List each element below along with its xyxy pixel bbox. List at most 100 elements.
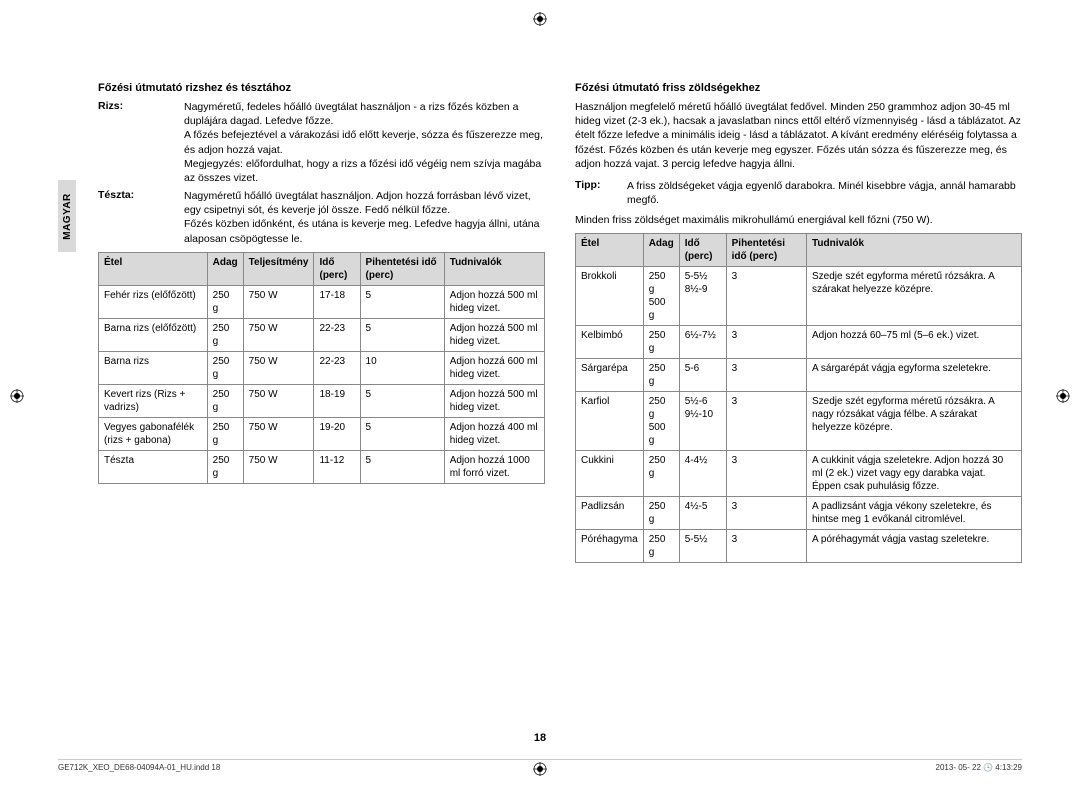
table-cell: 750 W: [243, 384, 314, 417]
table-row: Padlizsán250 g4½-53A padlizsánt vágja vé…: [576, 497, 1022, 530]
table-cell: 5: [360, 285, 444, 318]
table-cell: 750 W: [243, 450, 314, 483]
table-cell: 250 g500 g: [643, 267, 679, 326]
crop-mark-top: [533, 12, 547, 26]
footer-right: 2013- 05- 22 🕓 4:13:29: [936, 763, 1022, 772]
page-content: Főzési útmutató rizshez és tésztához Riz…: [98, 82, 1022, 752]
table-cell: Póréhagyma: [576, 530, 644, 563]
table-cell: Vegyes gabonafélék (rizs + gabona): [99, 417, 208, 450]
table-cell: 3: [726, 530, 806, 563]
table-header: Tudnivalók: [807, 234, 1022, 267]
table-row: Kevert rizs (Rizs + vadrizs)250 g750 W18…: [99, 384, 545, 417]
table-cell: Tészta: [99, 450, 208, 483]
table-cell: Adjon hozzá 1000 ml forró vizet.: [444, 450, 544, 483]
table-row: Cukkini250 g4-4½3A cukkinit vágja szelet…: [576, 451, 1022, 497]
vegetable-table: ÉtelAdagIdő (perc)Pihentetési idő (perc)…: [575, 233, 1022, 563]
table-header: Étel: [99, 252, 208, 285]
footer: GE712K_XEO_DE68-04094A-01_HU.indd 18 201…: [58, 759, 1022, 772]
table-header: Tudnivalók: [444, 252, 544, 285]
definition-label: Tészta:: [98, 189, 184, 246]
table-cell: A cukkinit vágja szeletekre. Adjon hozzá…: [807, 451, 1022, 497]
table-cell: 3: [726, 267, 806, 326]
table-row: Karfiol250 g500 g5½-69½-103Szedje szét e…: [576, 392, 1022, 451]
table-cell: Barna rizs: [99, 351, 208, 384]
table-cell: Brokkoli: [576, 267, 644, 326]
definition-row: Rizs:Nagyméretű, fedeles hőálló üvegtála…: [98, 100, 545, 185]
table-cell: 3: [726, 451, 806, 497]
table-row: Brokkoli250 g500 g5-5½8½-93Szedje szét e…: [576, 267, 1022, 326]
table-cell: 3: [726, 497, 806, 530]
table-cell: 250 g: [207, 384, 243, 417]
table-cell: Adjon hozzá 500 ml hideg vizet.: [444, 318, 544, 351]
table-cell: Kelbimbó: [576, 326, 644, 359]
table-row: Barna rizs250 g750 W22-2310Adjon hozzá 6…: [99, 351, 545, 384]
table-cell: 5-6: [679, 359, 726, 392]
table-row: Sárgarépa250 g5-63A sárgarépát vágja egy…: [576, 359, 1022, 392]
table-cell: Barna rizs (előfőzött): [99, 318, 208, 351]
table-cell: Adjon hozzá 500 ml hideg vizet.: [444, 285, 544, 318]
table-cell: Fehér rizs (előfőzött): [99, 285, 208, 318]
table-cell: 17-18: [314, 285, 360, 318]
left-column: Főzési útmutató rizshez és tésztához Riz…: [98, 82, 545, 752]
language-tab: MAGYAR: [58, 180, 76, 252]
table-cell: 250 g: [207, 417, 243, 450]
table-cell: 5: [360, 417, 444, 450]
right-intro: Használjon megfelelő méretű hőálló üvegt…: [575, 100, 1022, 171]
tip-label: Tipp:: [575, 179, 627, 207]
page-number: 18: [0, 732, 1080, 744]
table-cell: 250 g: [207, 285, 243, 318]
table-row: Vegyes gabonafélék (rizs + gabona)250 g7…: [99, 417, 545, 450]
table-cell: 4½-5: [679, 497, 726, 530]
table-cell: 250 g: [643, 326, 679, 359]
table-row: Barna rizs (előfőzött)250 g750 W22-235Ad…: [99, 318, 545, 351]
table-cell: 22-23: [314, 318, 360, 351]
table-cell: 11-12: [314, 450, 360, 483]
table-cell: Sárgarépa: [576, 359, 644, 392]
table-row: Kelbimbó250 g6½-7½3Adjon hozzá 60–75 ml …: [576, 326, 1022, 359]
table-cell: 22-23: [314, 351, 360, 384]
table-cell: 3: [726, 359, 806, 392]
table-cell: 5: [360, 384, 444, 417]
table-cell: 250 g: [207, 351, 243, 384]
table-cell: 10: [360, 351, 444, 384]
right-heading: Főzési útmutató friss zöldségekhez: [575, 82, 1022, 94]
definition-body: Nagyméretű hőálló üvegtálat használjon. …: [184, 189, 545, 246]
table-cell: Szedje szét egyforma méretű rózsákra. A …: [807, 392, 1022, 451]
table-cell: 4-4½: [679, 451, 726, 497]
table-header: Idő (perc): [314, 252, 360, 285]
table-cell: 250 g500 g: [643, 392, 679, 451]
table-row: Tészta250 g750 W11-125Adjon hozzá 1000 m…: [99, 450, 545, 483]
left-heading: Főzési útmutató rizshez és tésztához: [98, 82, 545, 94]
table-cell: 5-5½8½-9: [679, 267, 726, 326]
table-cell: Adjon hozzá 60–75 ml (5–6 ek.) vizet.: [807, 326, 1022, 359]
table-cell: Kevert rizs (Rizs + vadrizs): [99, 384, 208, 417]
table-cell: 750 W: [243, 351, 314, 384]
table-cell: 250 g: [643, 497, 679, 530]
crop-mark-right: [1056, 389, 1070, 403]
table-cell: 6½-7½: [679, 326, 726, 359]
table-cell: Szedje szét egyforma méretű rózsákra. A …: [807, 267, 1022, 326]
right-column: Főzési útmutató friss zöldségekhez Haszn…: [575, 82, 1022, 752]
table-cell: Adjon hozzá 400 ml hideg vizet.: [444, 417, 544, 450]
table-header: Idő (perc): [679, 234, 726, 267]
tip-body: A friss zöldségeket vágja egyenlő darabo…: [627, 179, 1022, 207]
table-cell: 5-5½: [679, 530, 726, 563]
table-cell: 3: [726, 392, 806, 451]
table-cell: A padlizsánt vágja vékony szeletekre, és…: [807, 497, 1022, 530]
table-cell: 3: [726, 326, 806, 359]
rice-pasta-table: ÉtelAdagTeljesítményIdő (perc)Pihentetés…: [98, 252, 545, 484]
table-header: Pihentetési idő (perc): [726, 234, 806, 267]
table-row: Fehér rizs (előfőzött)250 g750 W17-185Ad…: [99, 285, 545, 318]
definition-label: Rizs:: [98, 100, 184, 185]
table-cell: Padlizsán: [576, 497, 644, 530]
table-row: Póréhagyma250 g5-5½3A póréhagymát vágja …: [576, 530, 1022, 563]
table-cell: 5: [360, 318, 444, 351]
table-header: Adag: [643, 234, 679, 267]
table-header: Teljesítmény: [243, 252, 314, 285]
table-cell: Adjon hozzá 600 ml hideg vizet.: [444, 351, 544, 384]
table-cell: 250 g: [643, 451, 679, 497]
table-cell: 18-19: [314, 384, 360, 417]
table-cell: 750 W: [243, 417, 314, 450]
table-cell: A póréhagymát vágja vastag szeletekre.: [807, 530, 1022, 563]
table-header: Pihentetési idő (perc): [360, 252, 444, 285]
